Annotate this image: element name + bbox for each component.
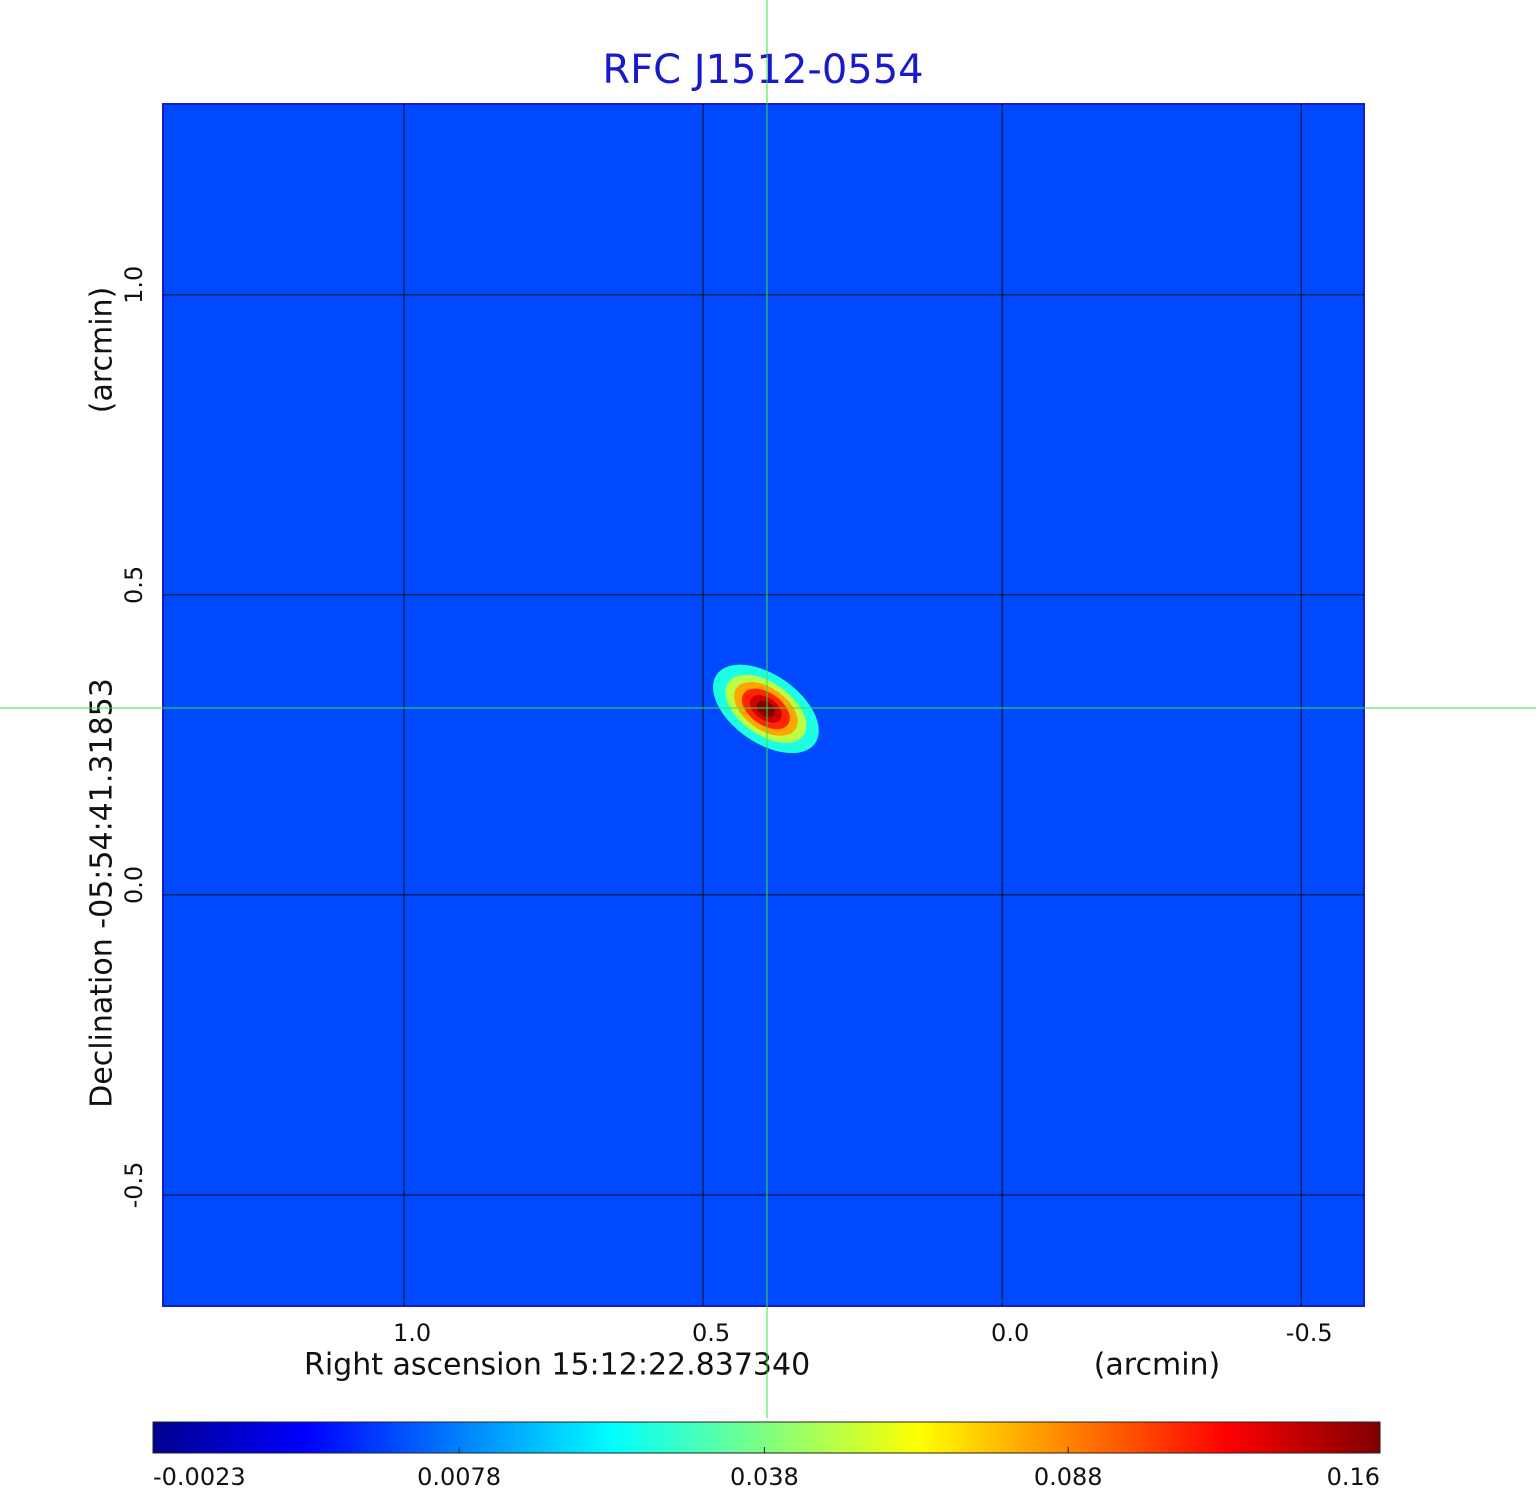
colorbar-tick-label: 0.16 bbox=[1327, 1463, 1380, 1491]
x-tick-label: 0.5 bbox=[692, 1319, 730, 1347]
y-tick-label: -0.5 bbox=[120, 1162, 148, 1209]
x-axis-unit: (arcmin) bbox=[1094, 1348, 1221, 1383]
y-tick-label: 0.5 bbox=[120, 566, 148, 604]
colorbar-tick-label: -0.0023 bbox=[153, 1463, 246, 1491]
x-axis-label: Right ascension 15:12:22.837340 bbox=[304, 1348, 810, 1383]
y-axis-label: Declination -05:54:41.31853 bbox=[85, 678, 120, 1108]
y-tick-label: 0.0 bbox=[120, 866, 148, 904]
colorbar bbox=[152, 1421, 1381, 1454]
colorbar-tick-label: 0.088 bbox=[1034, 1463, 1103, 1491]
colorbar-tick-label: 0.0078 bbox=[417, 1463, 501, 1491]
y-tick-label: 1.0 bbox=[120, 266, 148, 304]
chart-title: RFC J1512-0554 bbox=[602, 47, 923, 93]
source-peak bbox=[756, 700, 776, 718]
colorbar-tick-label: 0.038 bbox=[730, 1463, 799, 1491]
x-tick-label: -0.5 bbox=[1286, 1319, 1333, 1347]
y-axis-unit: (arcmin) bbox=[85, 287, 120, 414]
x-tick-label: 0.0 bbox=[991, 1319, 1029, 1347]
x-tick-label: 1.0 bbox=[393, 1319, 431, 1347]
